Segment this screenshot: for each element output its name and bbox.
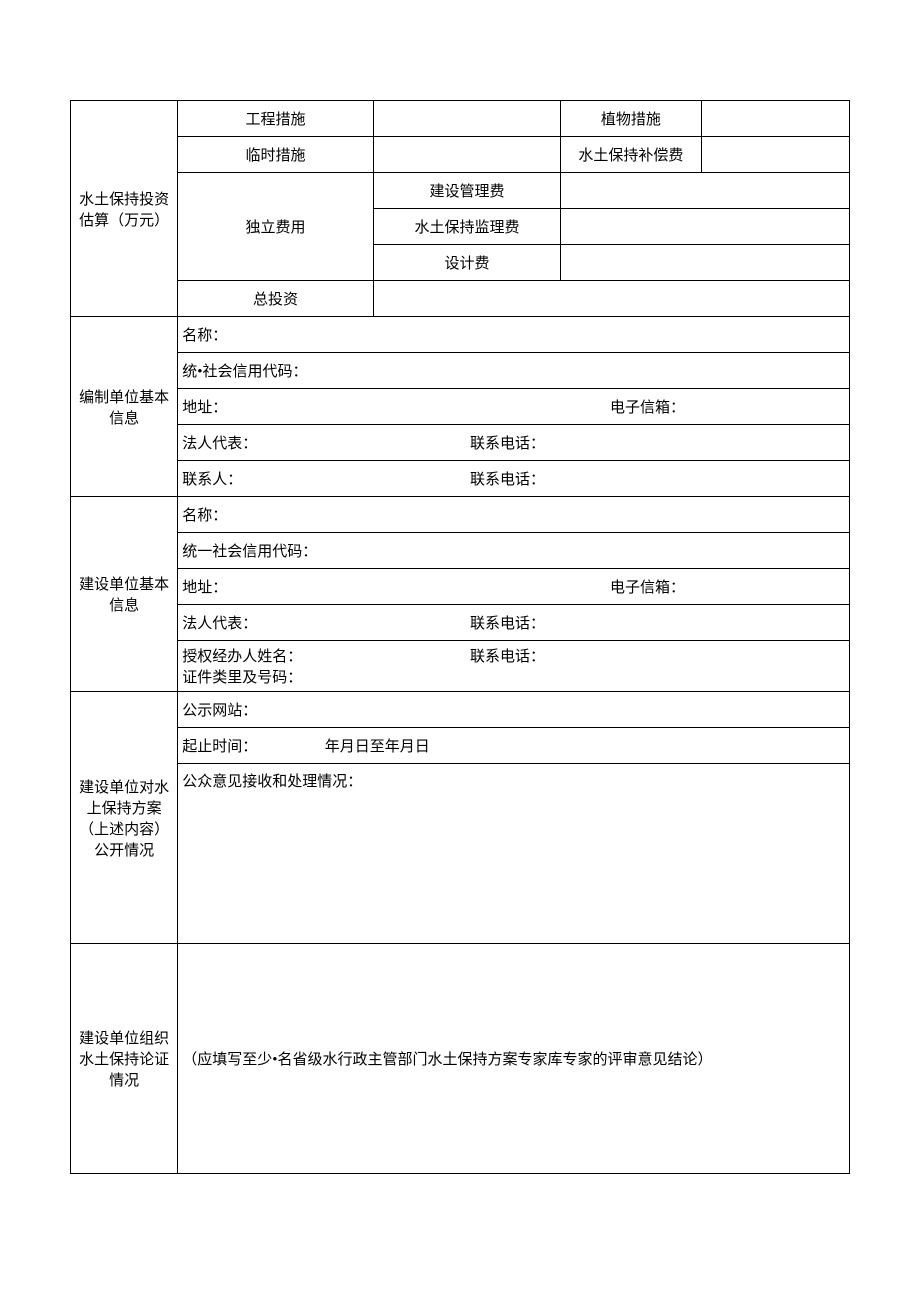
table-row: 地址： 电子信箱：: [71, 389, 850, 425]
doc-label: 证件类里及号码：: [182, 666, 845, 687]
cell-design-fee: 设计费: [373, 245, 560, 281]
contact-label: 联系人：: [182, 468, 242, 489]
cell-site: 公示网站：: [178, 692, 850, 728]
cell-value: [561, 209, 850, 245]
table-row: 建设单位对水上保持方案（上述内容）公开情况 公示网站：: [71, 692, 850, 728]
table-row: 公众意见接收和处理情况：: [71, 764, 850, 944]
auth-phone-label: 联系电话：: [470, 645, 545, 666]
email-label: 电子信箱：: [610, 396, 685, 417]
cell-temporary: 临时措施: [178, 137, 374, 173]
legal-label: 法人代表：: [182, 612, 257, 633]
cell-legal-phone: 法人代表： 联系电话：: [178, 605, 850, 641]
legal-label: 法人代表：: [182, 432, 257, 453]
addr-label: 地址：: [182, 396, 227, 417]
cell-value: [561, 173, 850, 209]
cell-name: 名称：: [178, 497, 850, 533]
period-label: 起止时间：: [182, 739, 257, 755]
auth-name-label: 授权经办人姓名：: [182, 645, 302, 666]
phone-label: 联系电话：: [470, 612, 545, 633]
cell-addr-email: 地址： 电子信箱：: [178, 569, 850, 605]
table-row: 统一社会信用代码：: [71, 533, 850, 569]
table-row: 联系人： 联系电话：: [71, 461, 850, 497]
table-row: 法人代表： 联系电话：: [71, 605, 850, 641]
cell-value: [373, 281, 849, 317]
cell-code: 统•社会信用代码：: [178, 353, 850, 389]
cell-value: [701, 101, 849, 137]
cell-independent-fee: 独立费用: [178, 173, 374, 281]
cell-legal-phone: 法人代表： 联系电话：: [178, 425, 850, 461]
cell-compensation: 水土保持补偿费: [561, 137, 701, 173]
table-row: 临时措施 水土保持补偿费: [71, 137, 850, 173]
table-row: 独立费用 建设管理费: [71, 173, 850, 209]
cell-auth: 授权经办人姓名： 联系电话： 证件类里及号码：: [178, 641, 850, 692]
table-row: 法人代表： 联系电话：: [71, 425, 850, 461]
table-row: 建设单位基本信息 名称：: [71, 497, 850, 533]
table-row: 编制单位基本信息 名称：: [71, 317, 850, 353]
section3-title: 建设单位基本信息: [71, 497, 178, 692]
cell-value: [561, 245, 850, 281]
cell-value: [373, 101, 560, 137]
cell-value: [701, 137, 849, 173]
section1-title: 水土保持投资估算（万元）: [71, 101, 178, 317]
cell-opinion: 公众意见接收和处理情况：: [178, 764, 850, 944]
period-template: 年月日至年月日: [325, 739, 430, 755]
section5-title: 建设单位组织水土保持论证情况: [71, 944, 178, 1174]
cell-period: 起止时间： 年月日至年月日: [178, 728, 850, 764]
phone-label: 联系电话：: [470, 432, 545, 453]
table-row: 授权经办人姓名： 联系电话： 证件类里及号码：: [71, 641, 850, 692]
table-row: 地址： 电子信箱：: [71, 569, 850, 605]
phone2-label: 联系电话：: [470, 468, 545, 489]
table-row: 起止时间： 年月日至年月日: [71, 728, 850, 764]
table-row: 建设单位组织水土保持论证情况 （应填写至少•名省级水行政主管部门水土保持方案专家…: [71, 944, 850, 1174]
cell-addr-email: 地址： 电子信箱：: [178, 389, 850, 425]
cell-value: [373, 137, 560, 173]
table-row: 统•社会信用代码：: [71, 353, 850, 389]
cell-code: 统一社会信用代码：: [178, 533, 850, 569]
section4-title: 建设单位对水上保持方案（上述内容）公开情况: [71, 692, 178, 944]
cell-name: 名称：: [178, 317, 850, 353]
cell-supervision-fee: 水土保持监理费: [373, 209, 560, 245]
cell-plant: 植物措施: [561, 101, 701, 137]
cell-mgmt-fee: 建设管理费: [373, 173, 560, 209]
addr-label: 地址：: [182, 576, 227, 597]
form-table: 水土保持投资估算（万元） 工程措施 植物措施 临时措施 水土保持补偿费 独立费用…: [70, 100, 850, 1174]
cell-contact-phone: 联系人： 联系电话：: [178, 461, 850, 497]
section2-title: 编制单位基本信息: [71, 317, 178, 497]
cell-argument: （应填写至少•名省级水行政主管部门水土保持方案专家库专家的评审意见结论）: [178, 944, 850, 1174]
table-row: 总投资: [71, 281, 850, 317]
email-label: 电子信箱：: [610, 576, 685, 597]
table-row: 水土保持投资估算（万元） 工程措施 植物措施: [71, 101, 850, 137]
cell-engineering: 工程措施: [178, 101, 374, 137]
cell-total: 总投资: [178, 281, 374, 317]
